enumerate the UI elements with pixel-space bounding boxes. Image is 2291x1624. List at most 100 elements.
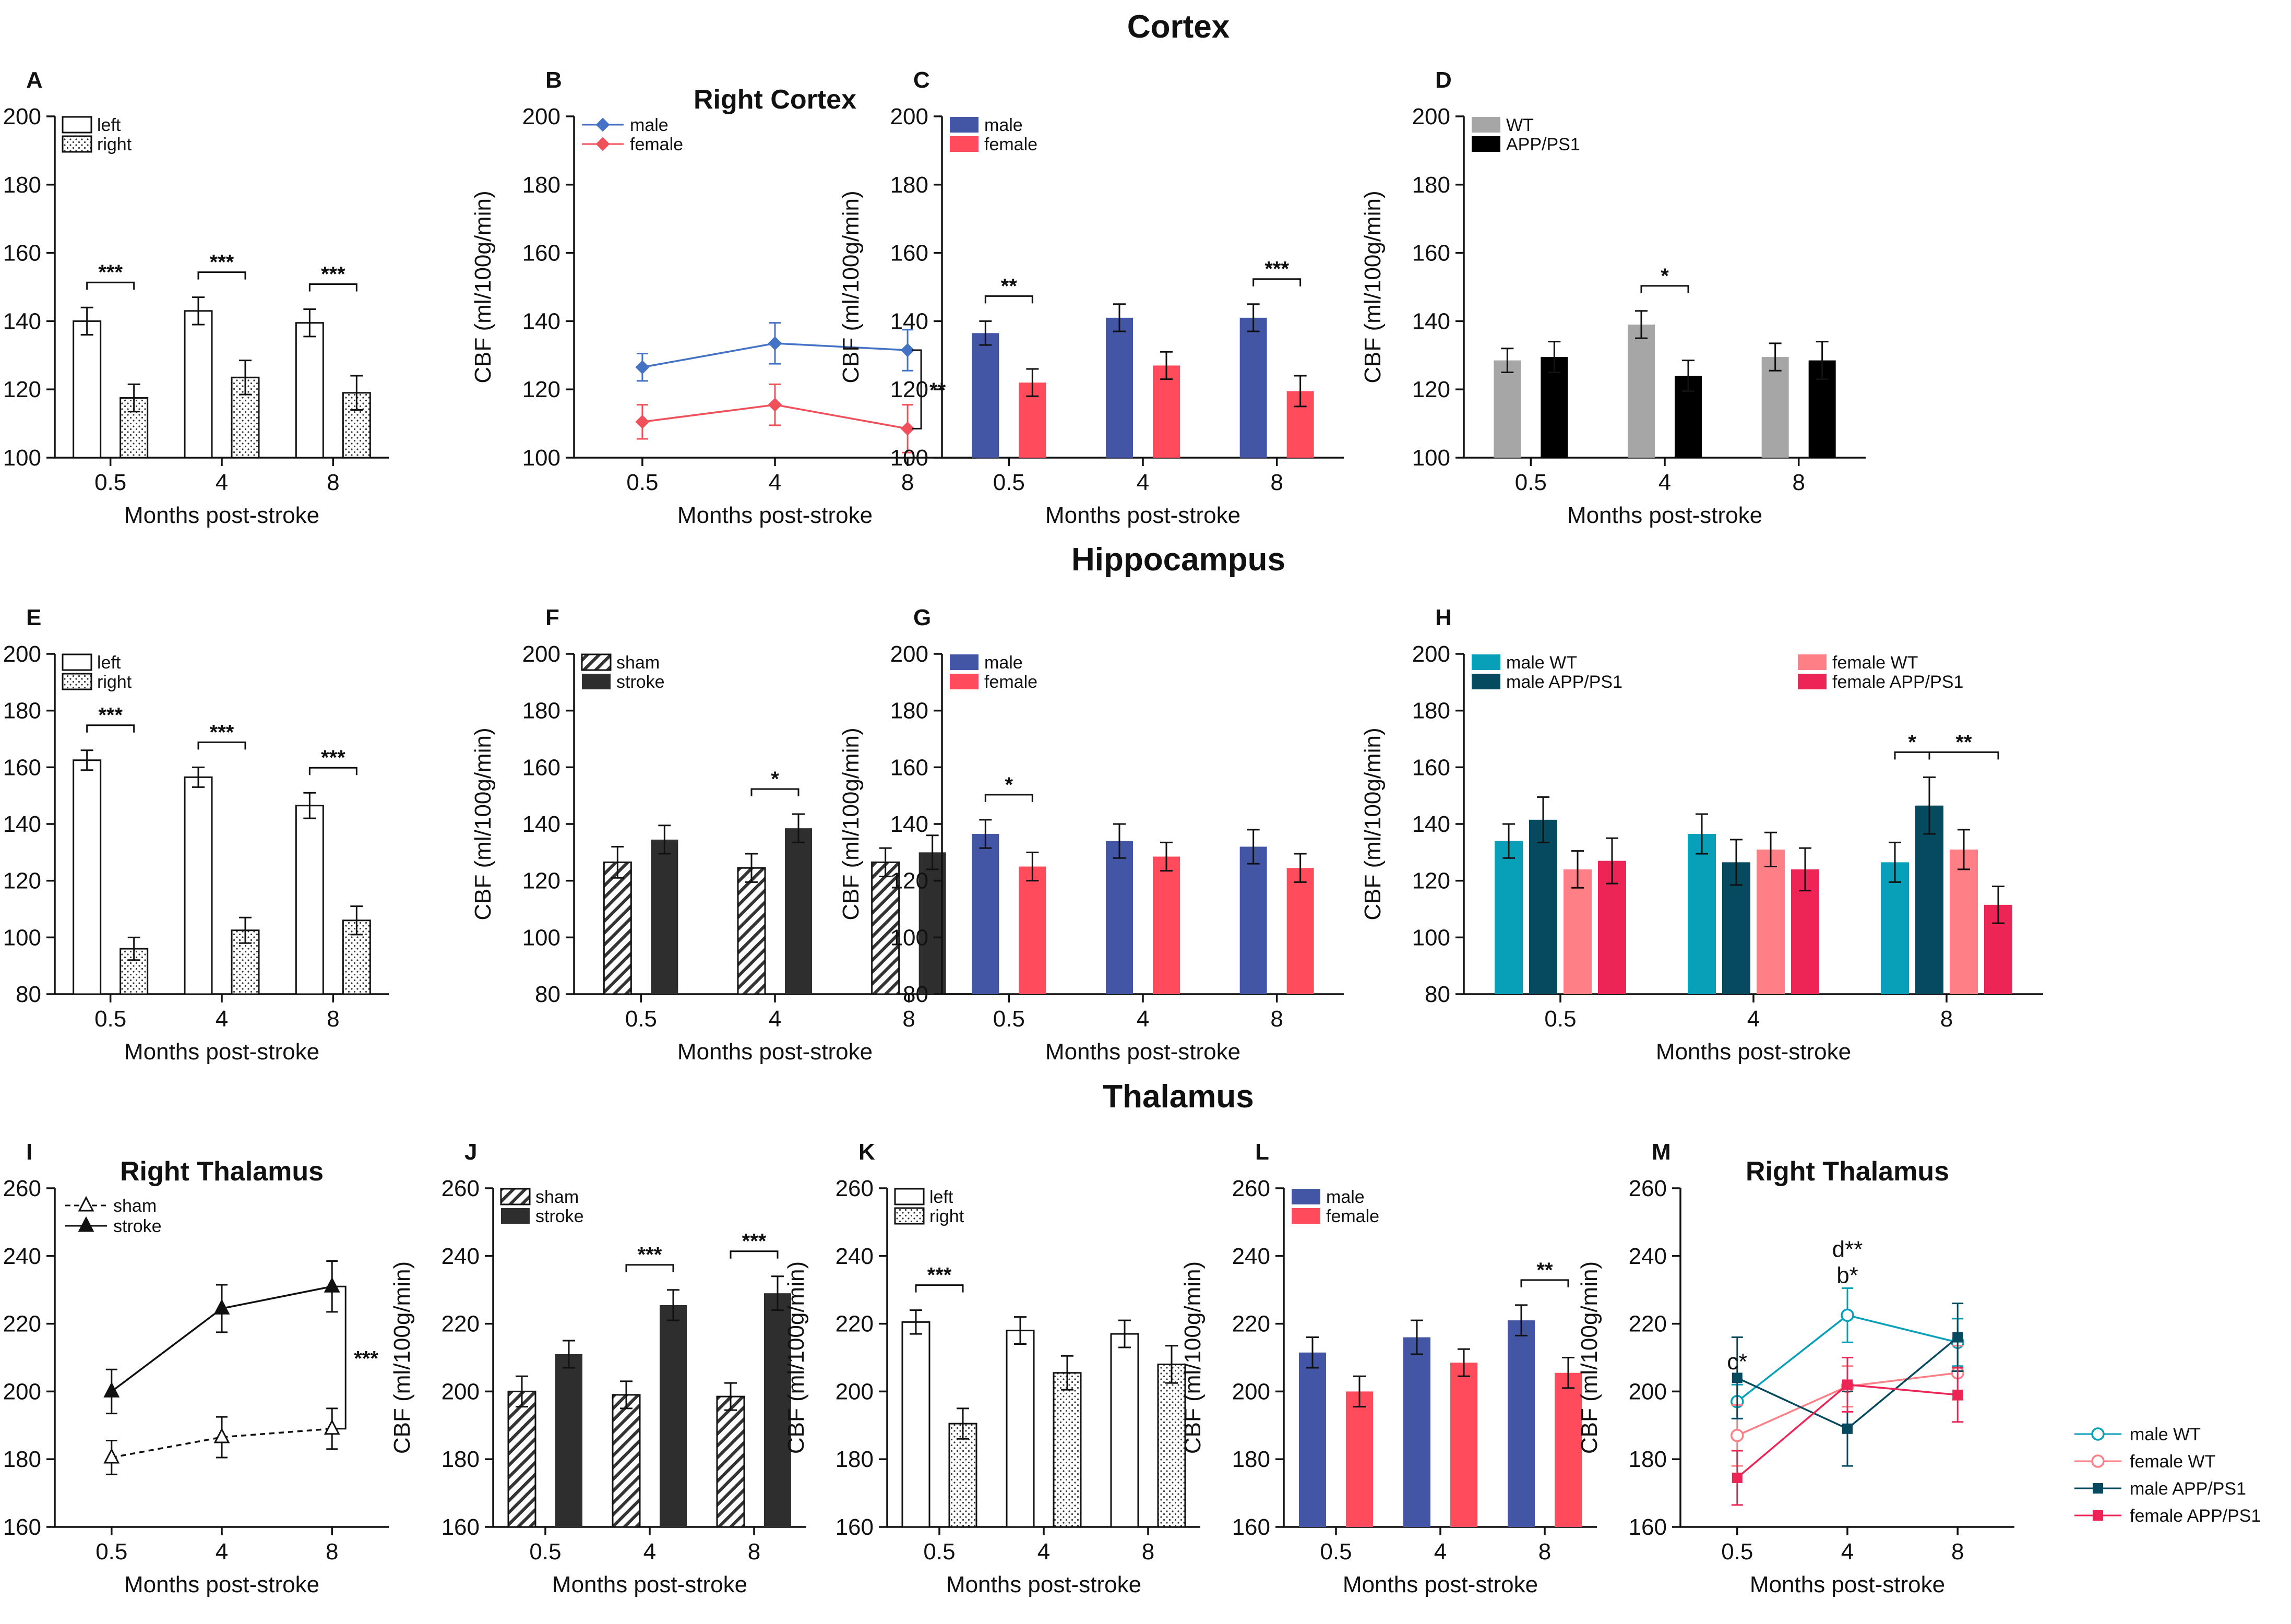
legend-swatch — [1798, 654, 1827, 670]
significance-label: * — [1661, 265, 1669, 288]
legend-label: female WT — [2130, 1452, 2215, 1472]
legend-swatch — [582, 674, 611, 689]
legend-swatch — [950, 654, 979, 670]
legend-label: right — [97, 135, 132, 154]
section-title-cortex: Cortex — [1127, 9, 1230, 45]
x-tick-label: 4 — [216, 1006, 228, 1032]
y-tick-label: 160 — [3, 1514, 41, 1540]
y-axis-label: CBF (ml/100g/min) — [838, 727, 864, 920]
legend-swatch — [950, 674, 979, 689]
bar — [1239, 317, 1267, 458]
legend-swatch — [62, 135, 92, 153]
data-point — [768, 398, 782, 412]
data-point — [213, 1427, 230, 1443]
significance-label: *** — [354, 1347, 378, 1370]
significance-label: * — [1908, 731, 1916, 754]
series-female-app-ps1 — [1598, 837, 2012, 994]
x-tick-label: 0.5 — [993, 470, 1025, 495]
significance-bracket — [308, 283, 357, 292]
legend-swatch — [62, 116, 92, 134]
bar — [901, 1321, 930, 1528]
y-tick-label: 160 — [1412, 755, 1450, 780]
legend-label: sham — [535, 1187, 579, 1207]
x-tick-label: 4 — [216, 470, 228, 495]
significance-label: *** — [98, 261, 123, 284]
bar — [1450, 1363, 1477, 1527]
legend-label: female APP/PS1 — [1832, 672, 1963, 692]
bar — [785, 828, 812, 994]
x-tick-label: 0.5 — [1515, 470, 1547, 495]
x-tick-label: 4 — [769, 1006, 781, 1032]
x-axis-label: Months post-stroke — [124, 503, 319, 528]
x-axis-label: Months post-stroke — [677, 503, 873, 528]
annotation-label: b* — [1836, 1262, 1858, 1288]
bar — [1006, 1330, 1035, 1528]
legend-marker — [78, 1216, 94, 1232]
x-axis-label: Months post-stroke — [1656, 1039, 1851, 1065]
panel-letter: D — [1435, 67, 1452, 93]
bar — [184, 310, 213, 459]
bar — [555, 1354, 582, 1527]
legend-swatch — [1472, 654, 1500, 670]
x-tick-label: 8 — [1142, 1539, 1154, 1565]
y-tick-label: 200 — [522, 104, 560, 129]
y-tick-label: 80 — [535, 982, 560, 1007]
panel-letter: B — [545, 67, 562, 93]
legend-marker — [595, 137, 610, 151]
y-tick-label: 100 — [890, 925, 928, 950]
bar — [1508, 1320, 1535, 1527]
bar — [1950, 849, 1978, 994]
x-tick-label: 8 — [327, 470, 339, 495]
x-tick-label: 0.5 — [923, 1539, 955, 1565]
y-tick-label: 120 — [890, 868, 928, 894]
panel-title: Right Thalamus — [1746, 1156, 1949, 1187]
legend-label: APP/PS1 — [1506, 135, 1580, 154]
legend-marker — [78, 1196, 94, 1212]
series-sham — [507, 1375, 745, 1528]
bar — [73, 759, 102, 995]
legend-swatch — [1472, 117, 1500, 133]
bar — [1299, 1352, 1326, 1527]
panel-letter: K — [858, 1139, 875, 1165]
series-male — [972, 303, 1267, 458]
x-tick-label: 8 — [1792, 470, 1805, 495]
significance-bracket — [730, 1250, 779, 1259]
bar — [73, 320, 102, 459]
significance-label: * — [771, 768, 779, 791]
legend-label: stroke — [535, 1207, 584, 1226]
y-tick-label: 260 — [1629, 1176, 1667, 1201]
bar — [1153, 365, 1180, 458]
bar — [295, 322, 324, 459]
y-tick-label: 180 — [890, 698, 928, 724]
y-tick-label: 100 — [1412, 925, 1450, 950]
bar — [1019, 866, 1046, 994]
y-tick-label: 100 — [522, 925, 560, 950]
series-right — [948, 1345, 1186, 1528]
bar — [1628, 324, 1655, 458]
series-female — [635, 383, 915, 453]
significance-bracket — [1928, 751, 1999, 760]
y-tick-label: 160 — [890, 755, 928, 780]
data-point — [900, 421, 915, 436]
significance-bracket — [915, 1284, 964, 1293]
y-tick-label: 240 — [1232, 1244, 1270, 1269]
y-tick-label: 200 — [3, 1379, 41, 1404]
y-tick-label: 220 — [442, 1311, 480, 1337]
panel-letter: G — [913, 605, 931, 630]
panel-d: D 100 120 140 160 180 200 CBF (ml/100g/min) Mont… — [1360, 67, 1866, 528]
y-tick-label: 140 — [890, 811, 928, 837]
y-tick-label: 200 — [890, 104, 928, 129]
x-tick-label: 0.5 — [993, 1006, 1025, 1032]
y-tick-label: 180 — [1232, 1447, 1270, 1472]
y-tick-label: 100 — [890, 445, 928, 471]
bar — [507, 1390, 536, 1528]
x-tick-label: 0.5 — [1544, 1006, 1576, 1032]
legend-swatch — [1472, 674, 1500, 689]
significance-label: ** — [929, 379, 946, 402]
legend-label: female APP/PS1 — [2130, 1506, 2261, 1526]
y-tick-label: 160 — [522, 241, 560, 266]
series-male-app-ps1 — [1731, 1303, 1964, 1467]
